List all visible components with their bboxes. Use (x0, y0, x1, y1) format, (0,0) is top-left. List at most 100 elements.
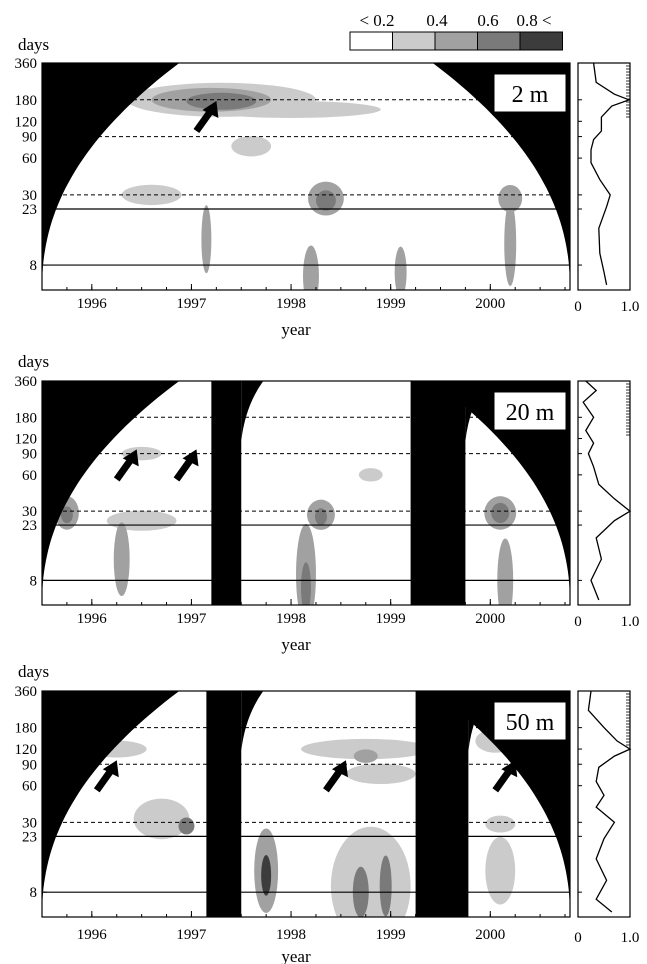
arrow-2 (492, 760, 518, 793)
gap-cone-1 (465, 381, 488, 441)
x-tick-label-1998: 1998 (276, 611, 306, 627)
y-tick-label-360: 360 (15, 374, 38, 390)
legend-swatch-2 (434, 31, 478, 51)
x-axis-label: year (281, 947, 311, 964)
arrow-0 (93, 760, 119, 793)
contour-patch-6 (113, 522, 130, 597)
gap-cone-0 (241, 381, 264, 441)
contour-patch-10 (314, 508, 327, 526)
x-tick-label-2000: 2000 (475, 611, 505, 627)
contour-patch-14 (261, 855, 272, 896)
contour-patch-8 (497, 538, 514, 605)
legend-swatch-4 (519, 31, 563, 51)
side-panel: 0 1.0 (574, 690, 639, 946)
side-panel: 0 1.0 (574, 380, 640, 630)
y-tick-label-60: 60 (22, 151, 37, 167)
side-x-tick-label-0: 0 (574, 614, 582, 630)
y-tick-label-180: 180 (15, 93, 38, 109)
color-legend: < 0.2 0.4 0.6 0.8 < (349, 11, 563, 51)
side-x-tick-label-0: 0 (574, 930, 582, 946)
y-tick-label-60: 60 (22, 779, 37, 795)
data-gap-1 (410, 381, 466, 605)
y-tick-label-8: 8 (30, 885, 38, 901)
legend-swatch-0 (349, 31, 393, 51)
side-panel-profile (590, 62, 631, 286)
plot-frame (41, 690, 571, 918)
y-axis-label: days (18, 352, 49, 371)
cone-of-influence-right (432, 63, 570, 290)
x-tick-label-1997: 1997 (176, 611, 207, 627)
contour-patch-8 (303, 245, 319, 290)
side-panel-frame (577, 690, 631, 918)
x-tick-label-2000: 2000 (475, 927, 505, 943)
y-axis-label: days (18, 35, 49, 54)
data-gap-0 (211, 381, 242, 605)
data-gap-1 (415, 691, 469, 917)
y-tick-label-180: 180 (15, 410, 38, 426)
arrow-1 (323, 760, 348, 793)
y-tick-label-360: 360 (15, 56, 38, 72)
contour-patch-8 (353, 749, 378, 763)
contour-patch-6 (498, 184, 523, 213)
gap-cone-0 (241, 691, 264, 751)
x-tick-label-1999: 1999 (376, 296, 406, 312)
contour-patch-2 (345, 763, 416, 785)
depth-label: 20 m (506, 400, 555, 426)
y-tick-label-8: 8 (30, 258, 38, 274)
side-panel-profile (587, 690, 632, 913)
y-axis-label: days (18, 662, 49, 681)
y-tick-label-90: 90 (22, 447, 37, 463)
y-tick-label-23: 23 (22, 202, 37, 218)
y-tick-label-8: 8 (30, 573, 38, 589)
cone-of-influence-right (432, 691, 570, 917)
depth-label-box: 20 m (493, 391, 567, 431)
contour-patch-11 (178, 817, 195, 835)
cone-of-influence-left (42, 691, 180, 917)
y-tick-label-30: 30 (22, 504, 37, 520)
contour-patch-12 (301, 562, 311, 605)
contour-patch-2 (231, 136, 272, 157)
depth-label: 50 m (506, 710, 555, 736)
y-tick-label-180: 180 (15, 721, 38, 737)
legend-swatch-1 (392, 31, 436, 51)
x-tick-label-1998: 1998 (276, 296, 306, 312)
legend-label-1: 0.4 (426, 11, 448, 30)
y-tick-label-90: 90 (22, 757, 37, 773)
contour-patch-1 (106, 510, 177, 531)
contour-patch-1 (301, 738, 431, 760)
y-tick-label-360: 360 (15, 684, 38, 700)
data-gap-0 (206, 691, 242, 917)
x-tick-label-1997: 1997 (176, 927, 207, 943)
arrow-1 (173, 449, 199, 482)
contour-patch-9 (394, 246, 407, 290)
y-tick-label-120: 120 (15, 742, 38, 758)
depth-label-box: 2 m (493, 73, 567, 113)
side-x-tick-label-0: 0 (574, 299, 582, 315)
contour-patch-11 (491, 502, 510, 523)
depth-label: 2 m (512, 82, 549, 108)
x-tick-label-1997: 1997 (176, 296, 207, 312)
plot-area (42, 63, 570, 290)
contour-patch-7 (201, 205, 212, 274)
x-axis-label: year (281, 635, 311, 654)
legend-label-0: < 0.2 (359, 11, 394, 30)
x-tick-label-2000: 2000 (475, 296, 505, 312)
contour-patch-10 (504, 201, 517, 286)
y-tick-label-90: 90 (22, 130, 37, 146)
x-tick-label-1999: 1999 (376, 927, 406, 943)
y-tick-label-30: 30 (22, 188, 37, 204)
side-panel: 0 1.0 (574, 62, 639, 315)
plot-frame (41, 62, 571, 291)
legend-label-2: 0.6 (477, 11, 498, 30)
side-x-tick-label-1: 1.0 (621, 614, 640, 630)
y-tick-label-120: 120 (15, 114, 38, 130)
contour-patch-4 (133, 798, 190, 840)
x-tick-label-1996: 1996 (77, 927, 108, 943)
x-tick-label-1996: 1996 (77, 611, 108, 627)
contour-patch-13 (379, 855, 392, 917)
cone-of-influence-left (42, 63, 180, 290)
